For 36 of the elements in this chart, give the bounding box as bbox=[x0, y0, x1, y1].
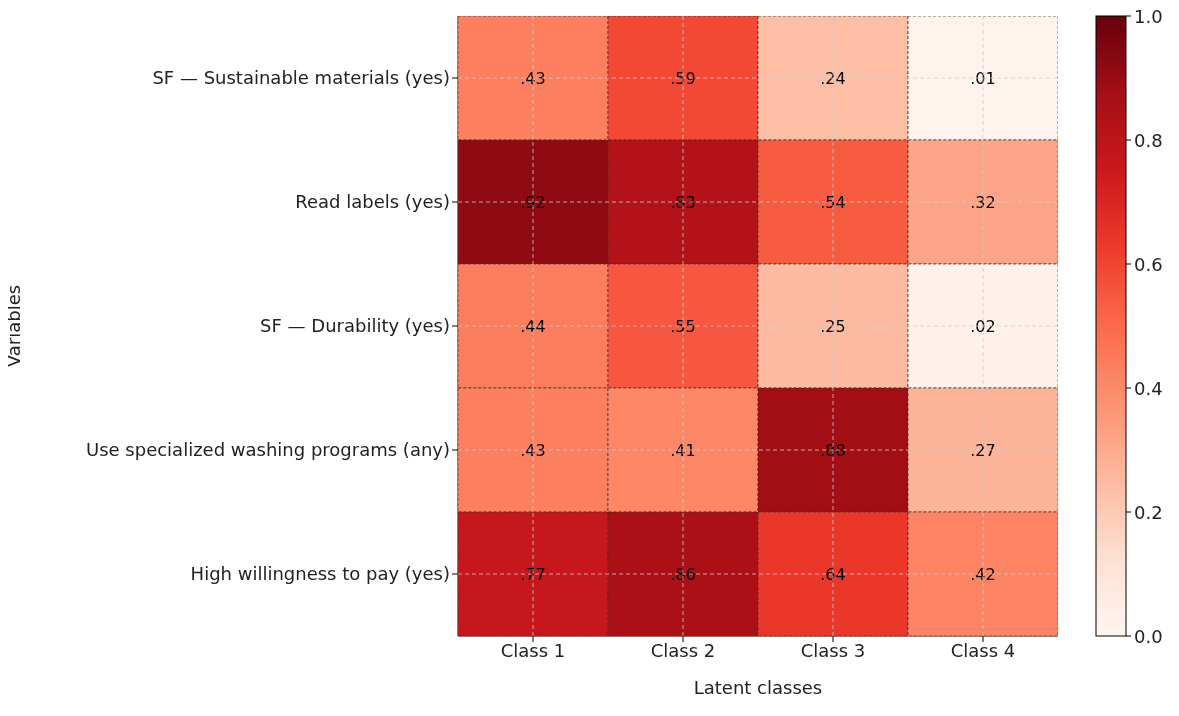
data-label: .25 bbox=[820, 316, 846, 336]
color-bar-label: 0.8 bbox=[1134, 129, 1163, 151]
x-axis-title: Latent classes bbox=[693, 677, 823, 698]
y-tick-label: Use specialized washing programs (any) bbox=[86, 439, 450, 461]
data-label: .77 bbox=[520, 564, 546, 584]
y-tick-label: SF — Sustainable materials (yes) bbox=[152, 67, 450, 89]
data-label: .32 bbox=[970, 192, 996, 212]
data-label: .59 bbox=[670, 68, 696, 88]
data-label: .24 bbox=[820, 68, 846, 88]
data-label: .92 bbox=[520, 192, 546, 212]
data-label: .86 bbox=[670, 564, 696, 584]
x-tick-label: Class 3 bbox=[800, 639, 866, 661]
y-tick-label: High willingness to pay (yes) bbox=[190, 563, 450, 585]
color-bar-label: 1.0 bbox=[1134, 5, 1163, 27]
color-bar-label: 0.6 bbox=[1134, 253, 1163, 275]
x-tick-label: Class 1 bbox=[500, 639, 566, 661]
data-label: .44 bbox=[520, 316, 546, 336]
data-label: .41 bbox=[670, 440, 696, 460]
color-bar-label: 0.2 bbox=[1134, 501, 1163, 523]
data-label: .27 bbox=[970, 440, 996, 460]
data-label: .42 bbox=[970, 564, 996, 584]
x-tick-label: Class 4 bbox=[950, 639, 1016, 661]
data-label: .55 bbox=[670, 316, 696, 336]
data-label: .88 bbox=[820, 440, 846, 460]
y-tick-label: SF — Durability (yes) bbox=[260, 315, 450, 337]
data-label: .83 bbox=[670, 192, 696, 212]
y-tick-label: Read labels (yes) bbox=[295, 191, 450, 213]
color-bar-label: 0.0 bbox=[1134, 625, 1163, 647]
data-label: .02 bbox=[970, 316, 996, 336]
data-label: .43 bbox=[520, 68, 546, 88]
data-label: .01 bbox=[970, 68, 996, 88]
x-tick-label: Class 2 bbox=[650, 639, 716, 661]
data-label: .64 bbox=[820, 564, 846, 584]
color-bar-label: 0.4 bbox=[1134, 377, 1163, 399]
data-label: .54 bbox=[820, 192, 846, 212]
data-label: .43 bbox=[520, 440, 546, 460]
